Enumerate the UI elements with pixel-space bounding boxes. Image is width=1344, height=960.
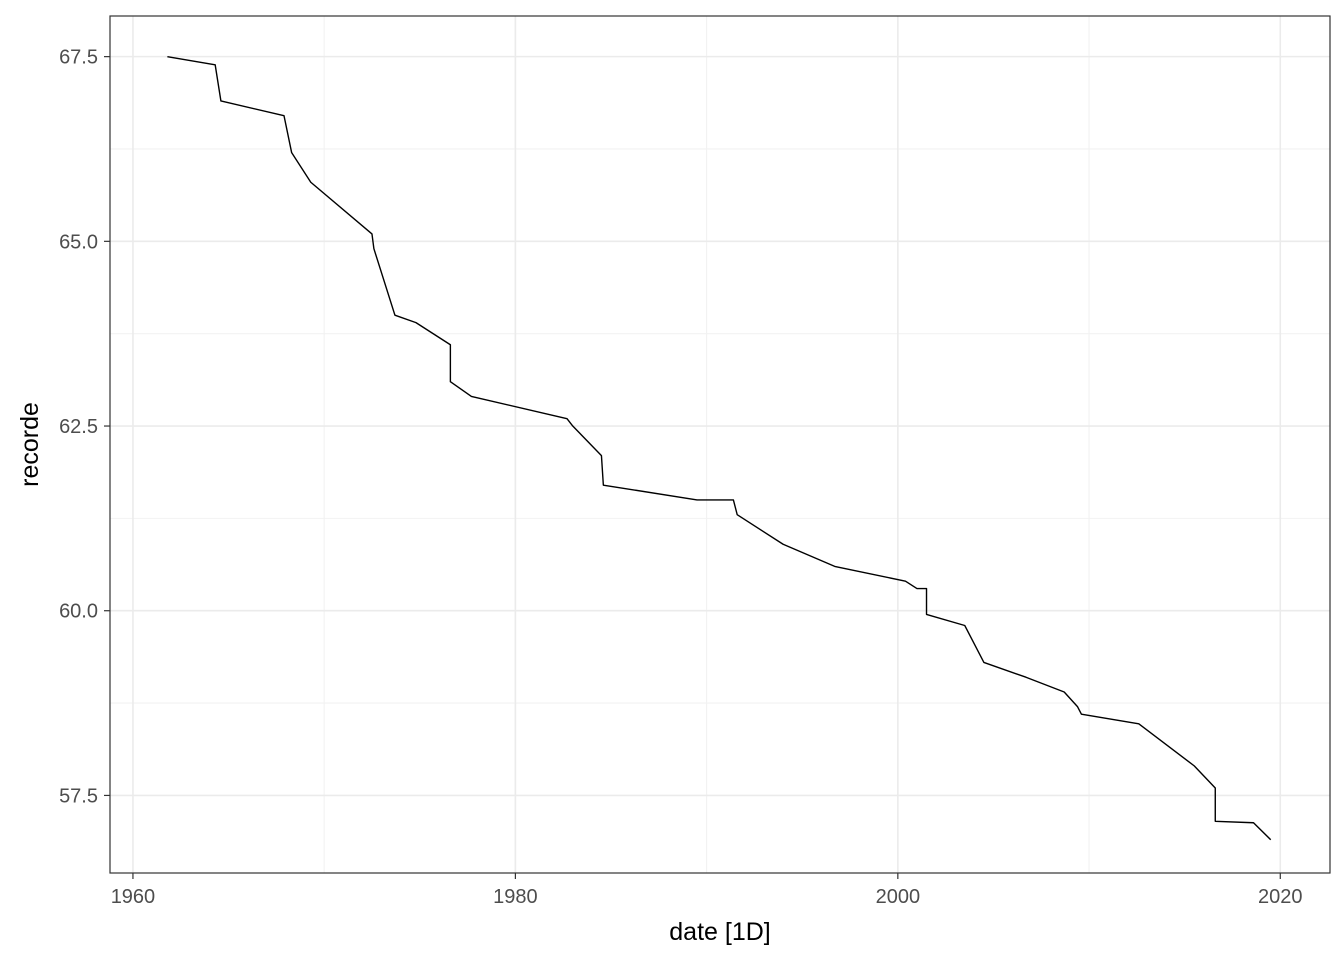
y-tick-label: 65.0: [59, 231, 98, 253]
y-tick-label: 62.5: [59, 416, 98, 438]
minor-gridlines: [110, 16, 1330, 873]
panel-border: [109, 15, 1331, 874]
x-axis-title: date [1D]: [669, 918, 770, 946]
y-axis-title: recorde: [16, 402, 44, 487]
x-axis: 1960 1980 2000 2020: [111, 873, 1303, 908]
x-tick-label: 1980: [493, 886, 538, 908]
series-line: [167, 55, 1272, 841]
major-gridlines: [110, 16, 1330, 873]
y-tick-label: 57.5: [59, 785, 98, 807]
x-tick-label: 2000: [876, 886, 921, 908]
x-tick-label: 1960: [111, 886, 156, 908]
x-tick-label: 2020: [1258, 886, 1303, 908]
y-tick-label: 60.0: [59, 601, 98, 623]
y-tick-label: 67.5: [59, 47, 98, 69]
y-axis: 57.5 60.0 62.5 65.0 67.5: [59, 47, 110, 807]
